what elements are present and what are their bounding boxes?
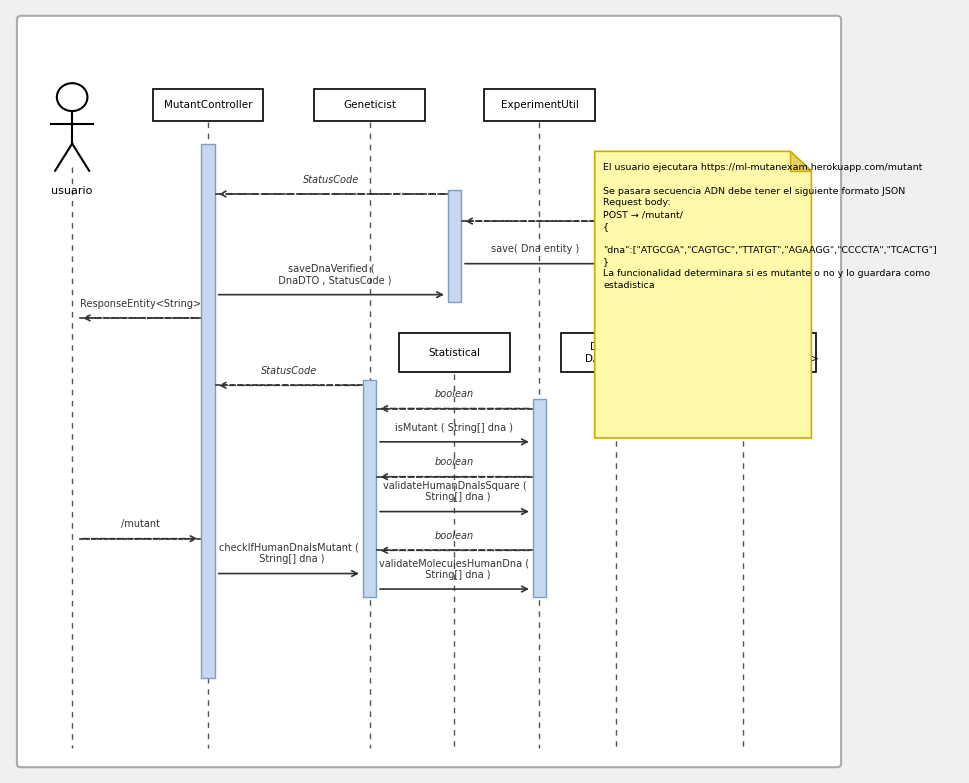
- Text: saveDnaVerified (
  DnaDTO , StatusCode ): saveDnaVerified ( DnaDTO , StatusCode ): [271, 264, 391, 285]
- Text: RepositoryDna :
CrudRepository<Dna, Long>: RepositoryDna : CrudRepository<Dna, Long…: [668, 342, 818, 363]
- Text: isMutant ( String[] dna ): isMutant ( String[] dna ): [395, 423, 513, 432]
- FancyBboxPatch shape: [484, 88, 594, 121]
- Bar: [532, 399, 546, 597]
- Bar: [735, 225, 749, 280]
- Polygon shape: [790, 151, 810, 171]
- FancyBboxPatch shape: [560, 334, 671, 372]
- FancyBboxPatch shape: [671, 334, 815, 372]
- FancyBboxPatch shape: [399, 334, 509, 372]
- Text: boolean: boolean: [434, 457, 474, 467]
- Bar: [448, 190, 461, 302]
- Text: El usuario ejecutara https://ml-mutanexam.herokuapp.com/mutant

Se pasara secuen: El usuario ejecutara https://ml-mutanexa…: [603, 163, 936, 290]
- FancyBboxPatch shape: [153, 88, 263, 121]
- Text: boolean: boolean: [434, 531, 474, 541]
- Text: MutantController: MutantController: [164, 100, 252, 110]
- Bar: [609, 213, 622, 280]
- Text: Statistical: Statistical: [428, 348, 480, 358]
- Text: validateMoleculesHumanDna (
  String[] dna ): validateMoleculesHumanDna ( String[] dna…: [379, 558, 529, 579]
- FancyBboxPatch shape: [16, 16, 840, 767]
- Text: DnaDAO :
DAO<Dna>: DnaDAO : DAO<Dna>: [584, 342, 646, 363]
- Text: usuario: usuario: [51, 186, 93, 197]
- Text: boolean: boolean: [434, 389, 474, 399]
- Text: ResponseEntity<String>: ResponseEntity<String>: [79, 298, 201, 309]
- Bar: [362, 380, 376, 597]
- Polygon shape: [594, 151, 810, 438]
- Text: StatusCode: StatusCode: [261, 366, 317, 376]
- FancyBboxPatch shape: [314, 88, 424, 121]
- Text: StatusCode: StatusCode: [303, 175, 359, 185]
- Text: save( Dna entity ): save( Dna entity ): [635, 244, 723, 254]
- Text: validateHumanDnaIsSquare (
  String[] dna ): validateHumanDnaIsSquare ( String[] dna …: [382, 481, 526, 502]
- Text: save( Dna entity ): save( Dna entity ): [490, 244, 578, 254]
- Text: checkIfHumanDnaIsMutant (
  String[] dna ): checkIfHumanDnaIsMutant ( String[] dna ): [219, 543, 359, 565]
- Bar: [202, 143, 215, 678]
- Text: ExperimentUtil: ExperimentUtil: [500, 100, 578, 110]
- Text: /mutant: /mutant: [120, 519, 160, 529]
- Text: Geneticist: Geneticist: [343, 100, 395, 110]
